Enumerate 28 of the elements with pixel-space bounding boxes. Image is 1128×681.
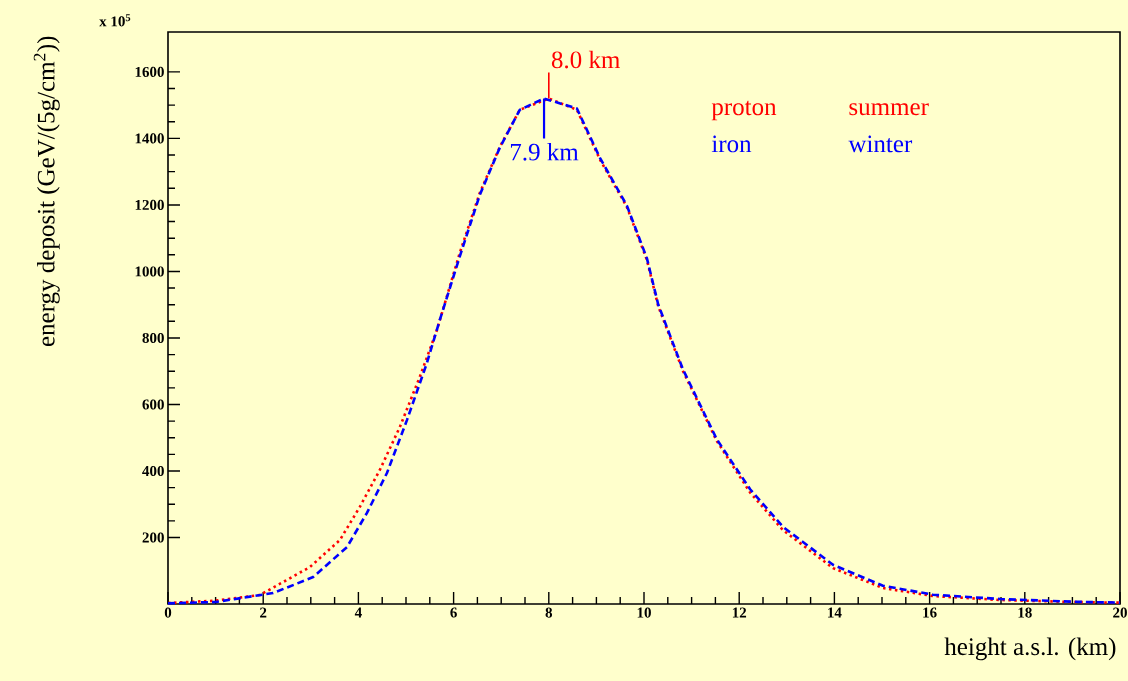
y-tick-label: 1000 (135, 266, 164, 277)
annotation: 7.9 km (510, 142, 579, 161)
y-tick-label: 800 (142, 332, 164, 344)
y-tick-label: 400 (142, 465, 164, 477)
y-tick-label: 1600 (135, 66, 164, 77)
y-tick-label: 600 (142, 399, 164, 410)
text: proton (711, 100, 777, 121)
x-tick-label: 10 (637, 607, 651, 618)
x-tick-label: 14 (828, 607, 842, 618)
annotation: winter (848, 135, 913, 153)
x-tick-label: 16 (923, 607, 937, 618)
annotation: 8.0 km (551, 50, 620, 69)
x-tick-label: 12 (732, 607, 747, 618)
text: iron (711, 135, 752, 153)
x-tick-label: 4 (354, 607, 362, 618)
x-tick-label: 8 (545, 607, 553, 618)
x-tick-label: 18 (1018, 607, 1032, 618)
y-tick-label: 200 (142, 532, 164, 543)
x-tick-label: 6 (450, 607, 457, 618)
annotation: summer (849, 103, 929, 116)
x-tick-label: 20 (1113, 607, 1127, 618)
x-tick-label: 2 (260, 607, 267, 618)
y-tick-label: 1200 (135, 199, 164, 210)
y-axis-title: energy deposit (GeV/(5g/cm$^{2}$)) (33, 36, 60, 347)
y-tick-label: 1400 (135, 133, 164, 144)
x-tick-label: 0 (164, 607, 172, 618)
text: x 10$^{5}$ (99, 14, 131, 27)
x-axis-title: height a.s.l. (km) (944, 637, 1116, 661)
